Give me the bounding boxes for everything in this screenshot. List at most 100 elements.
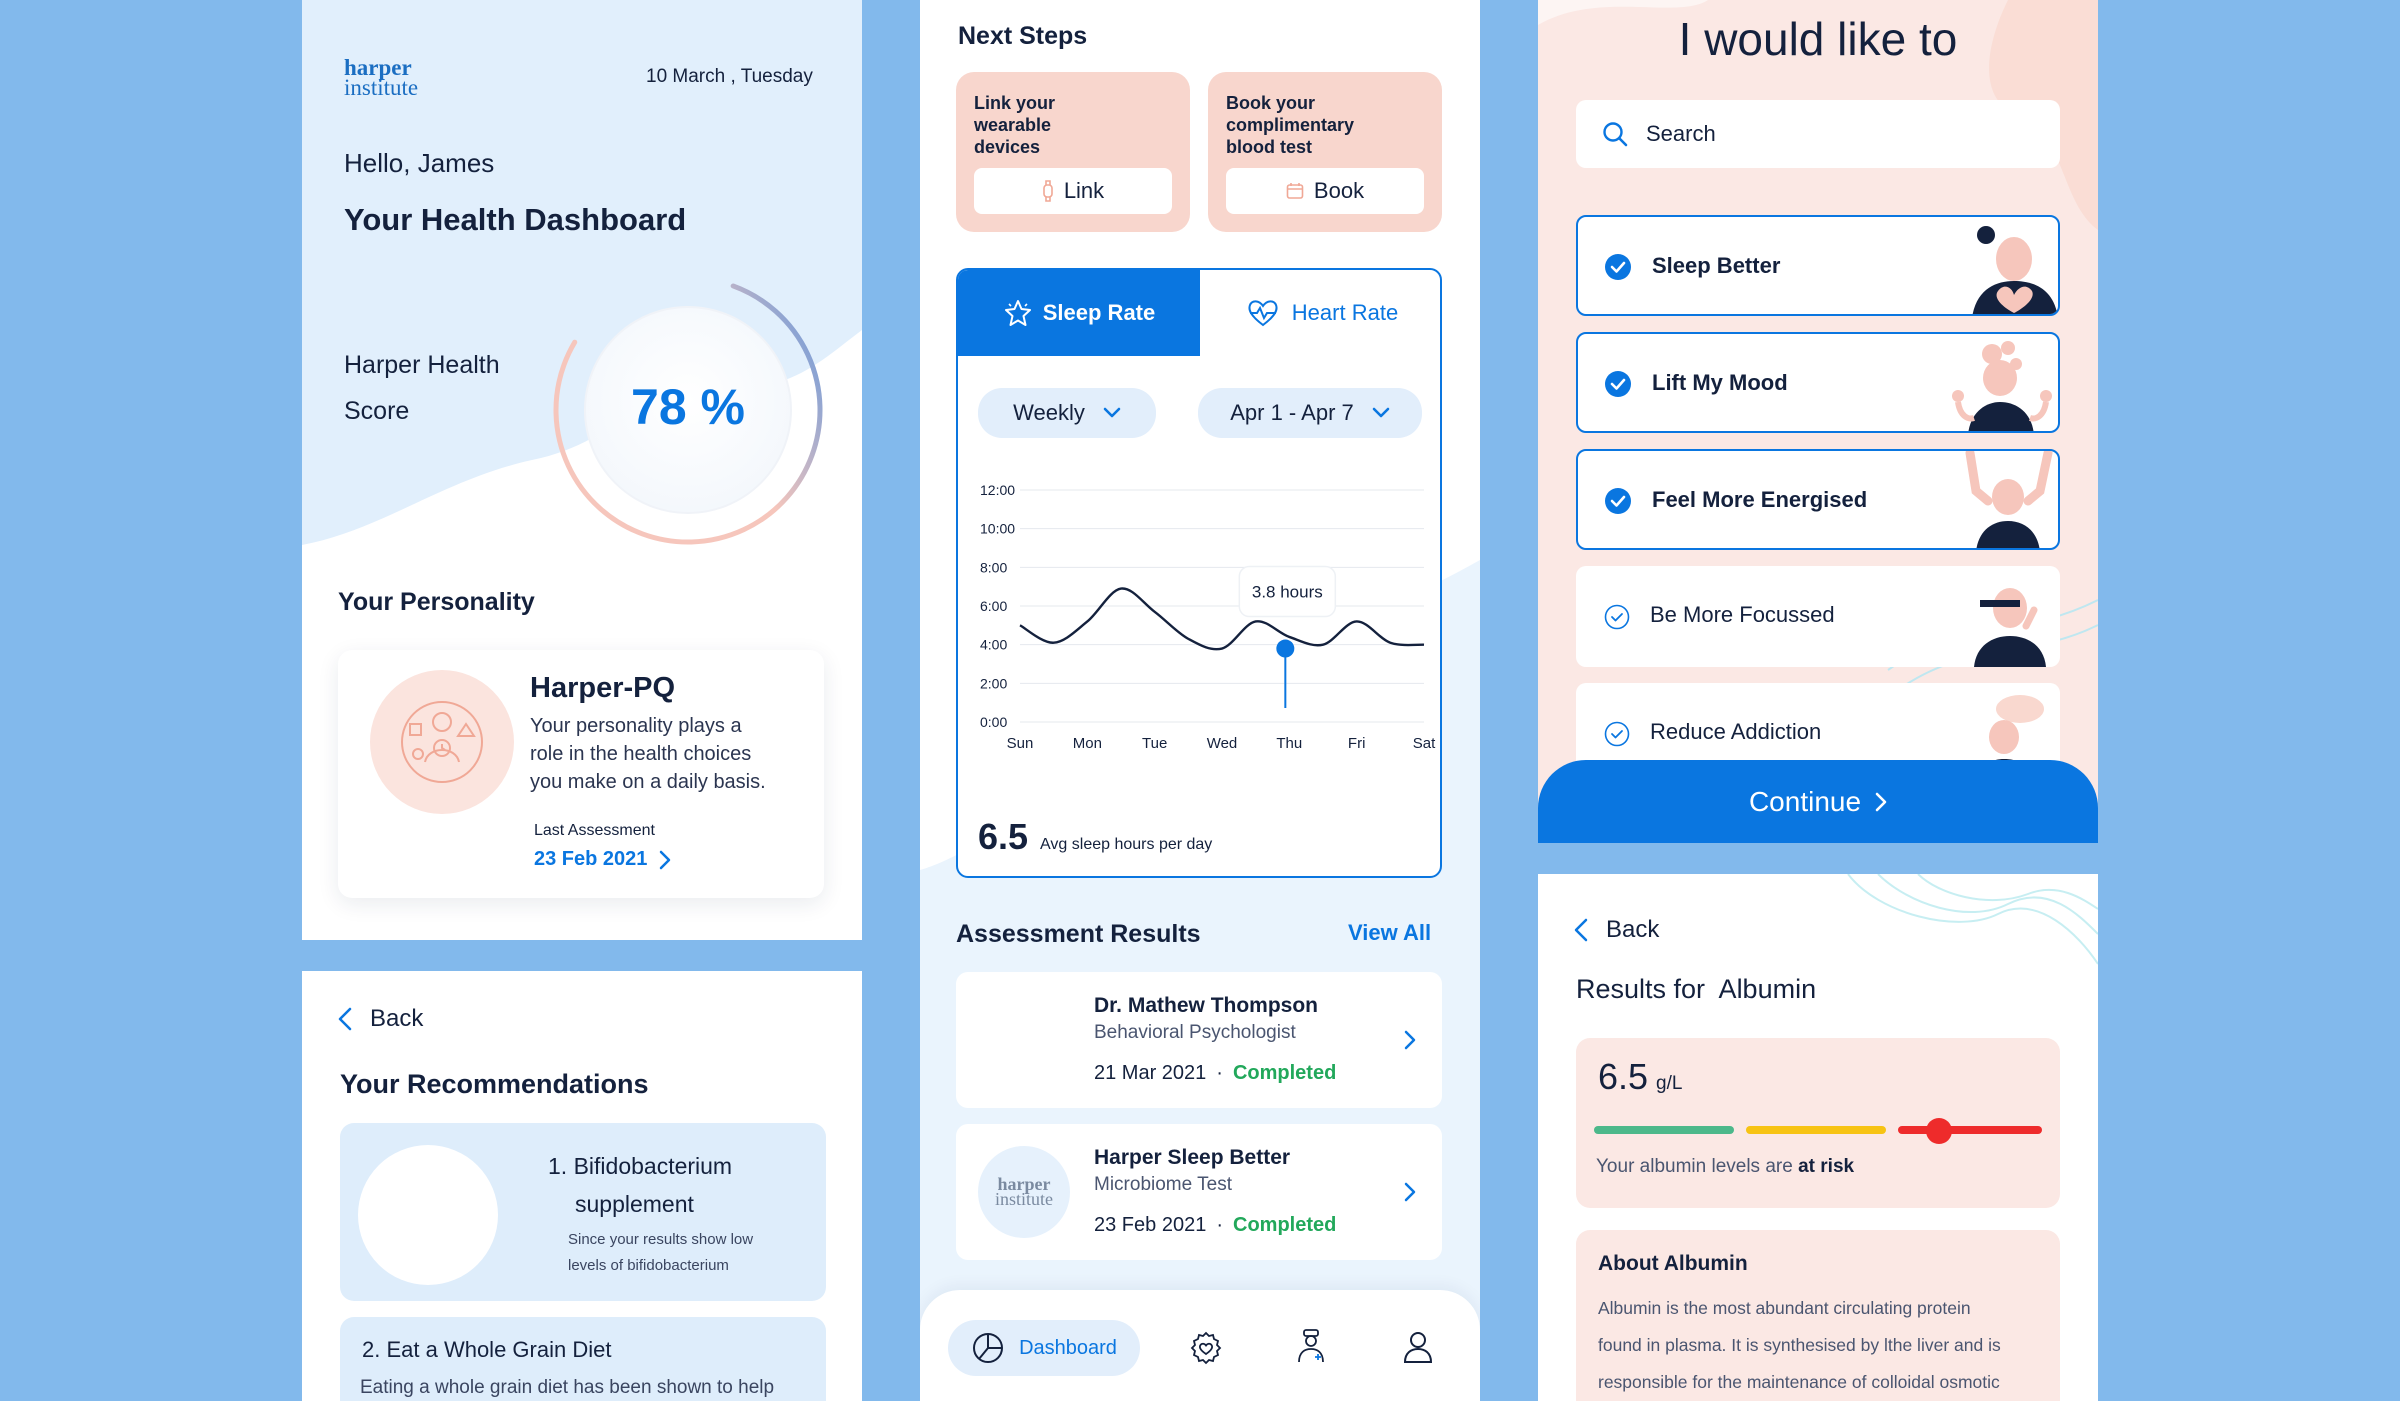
last-assessment-link[interactable]: 23 Feb 2021 [534, 848, 671, 871]
personality-card[interactable]: Harper-PQ Your personality plays a role … [338, 650, 824, 898]
link-button[interactable]: Link [974, 168, 1172, 214]
x-tick-label: Sun [1007, 735, 1034, 752]
x-tick-label: Wed [1207, 735, 1238, 752]
doctor-icon[interactable] [1294, 1328, 1330, 1366]
nav-dashboard[interactable]: Dashboard [948, 1320, 1140, 1376]
date-range-dropdown[interactable]: Apr 1 - Apr 7 [1198, 388, 1422, 438]
gauge-marker [1925, 1118, 1952, 1144]
recommendations-panel: Back Your Recommendations 1. Bifidobacte… [302, 971, 862, 1401]
recommendation-card[interactable]: 2. Eat a Whole Grain Diet Eating a whole… [340, 1317, 826, 1401]
y-tick-label: 2:00 [980, 675, 1007, 691]
recommendation-description: Eating a whole grain diet has been shown… [360, 1377, 775, 1398]
y-tick-label: 0:00 [980, 714, 1007, 730]
goal-feel-energised[interactable]: Feel More Energised [1576, 449, 2060, 550]
pie-chart-icon [971, 1331, 1005, 1365]
sleep-panel: Next Steps Link your wearable devices Li… [920, 0, 1480, 1401]
heart-badge-icon[interactable] [1188, 1330, 1224, 1366]
last-assessment-label: Last Assessment [534, 822, 655, 839]
current-date: 10 March , Tuesday [646, 66, 813, 87]
result-date: 21 Mar 2021 [1094, 1062, 1207, 1084]
view-all-link[interactable]: View All [1348, 920, 1432, 945]
chevron-right-icon [659, 850, 671, 870]
step-text: Book your complimentary blood test [1226, 93, 1355, 157]
step-text: Link your wearable devices [974, 93, 1056, 157]
back-button[interactable]: Back [1574, 916, 1659, 944]
result-subtitle: Behavioral Psychologist [1094, 1022, 1296, 1043]
goal-be-more-focussed[interactable]: Be More Focussed [1576, 566, 2060, 667]
chevron-down-icon [1372, 407, 1390, 419]
chevron-left-icon [1574, 918, 1588, 942]
assessment-results-title: Assessment Results [956, 920, 1201, 948]
hero-background [302, 0, 862, 545]
tab-heart-rate[interactable]: Heart Rate [1200, 270, 1440, 356]
chevron-right-icon [1404, 1030, 1416, 1050]
albumin-value: 6.5 g/L [1598, 1056, 1683, 1097]
assessment-result-item[interactable]: Dr. Mathew Thompson Behavioral Psycholog… [956, 972, 1442, 1108]
recommendation-card[interactable]: 1. Bifidobacterium supplement Since your… [340, 1123, 826, 1301]
tooltip-box [1238, 565, 1337, 618]
recommendation-title: 2. Eat a Whole Grain Diet [362, 1337, 612, 1362]
goal-sleep-better[interactable]: Sleep Better [1576, 215, 2060, 316]
sleeping-person-illustration [1972, 226, 2058, 314]
x-tick-label: Thu [1276, 735, 1302, 752]
link-wearable-card: Link your wearable devices Link [956, 72, 1190, 232]
gauge-warning-segment [1746, 1126, 1886, 1134]
heartbeat-icon [1246, 298, 1280, 328]
back-label: Back [370, 1005, 424, 1032]
user-icon[interactable] [1402, 1330, 1434, 1364]
book-button[interactable]: Book [1226, 168, 1424, 214]
y-tick-label: 6:00 [980, 598, 1007, 614]
avg-sleep-label: Avg sleep hours per day [1040, 836, 1213, 853]
search-input[interactable]: Search [1576, 100, 2060, 168]
harper-logo: harper institute [344, 55, 419, 100]
chevron-right-icon [1875, 792, 1887, 812]
sleep-chart-card: Sleep Rate Heart Rate Weekly Apr 1 - Apr… [956, 268, 1442, 878]
goals-title: I would like to [1678, 13, 1958, 65]
back-label: Back [1606, 916, 1660, 943]
recommendation-title: 1. Bifidobacterium supplement [548, 1153, 733, 1217]
about-albumin-card: About Albumin Albumin is the most abunda… [1576, 1230, 2060, 1401]
check-outline-icon [1604, 721, 1630, 747]
result-subtitle: Microbiome Test [1094, 1174, 1232, 1195]
focused-person-illustration [1974, 588, 2046, 667]
continue-button[interactable]: Continue [1538, 760, 2098, 843]
personality-title: Harper-PQ [530, 672, 676, 704]
tab-sleep-rate[interactable]: Sleep Rate [958, 270, 1200, 356]
personality-description: Your personality plays a role in the hea… [530, 715, 766, 793]
health-score-value: 78 % [631, 379, 745, 435]
chevron-left-icon [338, 1007, 352, 1031]
checkmark-icon [1604, 253, 1632, 281]
health-score-ring: 78 % [548, 270, 828, 550]
tooltip-label: 3.8 hours [1252, 583, 1323, 602]
status-badge: Completed [1232, 1062, 1337, 1084]
assessment-result-item[interactable]: harper institute Harper Sleep Better Mic… [956, 1124, 1442, 1260]
goal-lift-mood[interactable]: Lift My Mood [1576, 332, 2060, 433]
period-dropdown[interactable]: Weekly [978, 388, 1156, 438]
greeting: Hello, James [344, 148, 495, 178]
about-albumin-title: About Albumin [1598, 1252, 1748, 1275]
gauge-normal-segment [1594, 1126, 1734, 1134]
bottom-nav: Dashboard [920, 1290, 1480, 1401]
next-steps-title: Next Steps [958, 22, 1088, 50]
result-name: Harper Sleep Better [1094, 1146, 1291, 1169]
x-tick-label: Tue [1142, 735, 1167, 752]
health-score-label: Harper Health Score [344, 351, 500, 425]
result-meta: 21 Mar 2021 · Completed [1094, 1062, 1337, 1084]
albumin-panel: Back Results for Albumin 6.5 g/L Your al… [1538, 874, 2098, 1401]
book-blood-test-card: Book your complimentary blood test Book [1208, 72, 1442, 232]
y-tick-label: 4:00 [980, 637, 1007, 653]
check-outline-icon [1604, 604, 1630, 630]
back-button[interactable]: Back [338, 1005, 423, 1033]
result-date: 23 Feb 2021 [1094, 1214, 1207, 1236]
about-albumin-text: Albumin is the most abundant circulating… [1598, 1298, 2001, 1392]
energised-person-illustration [1965, 451, 2053, 548]
personality-icon [370, 670, 514, 814]
result-meta: 23 Feb 2021 · Completed [1094, 1214, 1337, 1236]
result-name: Dr. Mathew Thompson [1094, 994, 1319, 1017]
recommendations-title: Your Recommendations [340, 1069, 649, 1099]
x-tick-label: Sat [1413, 735, 1436, 752]
chevron-down-icon [1103, 407, 1121, 419]
recommendation-description: Since your results show low levels of bi… [568, 1231, 754, 1274]
supplement-image [358, 1145, 498, 1285]
x-tick-label: Mon [1073, 735, 1102, 752]
